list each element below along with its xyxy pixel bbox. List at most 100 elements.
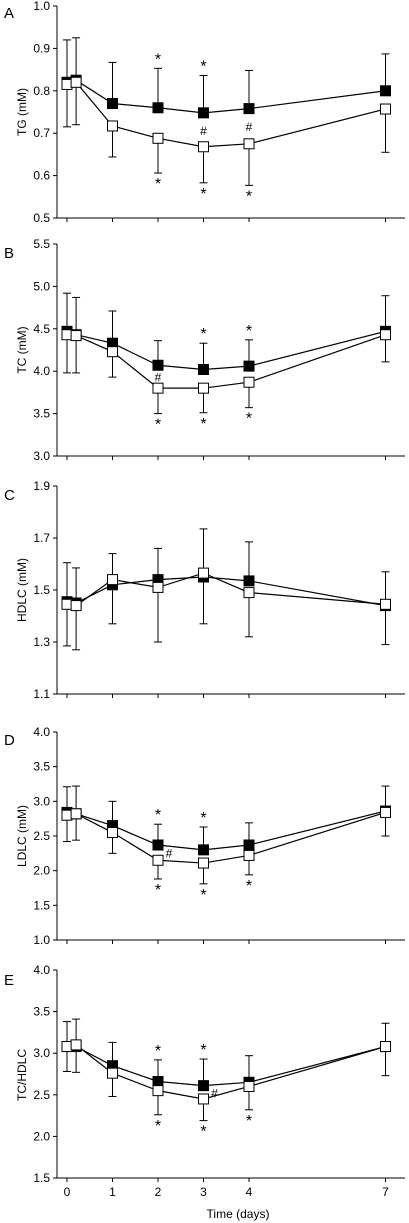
data-point-open [61, 78, 73, 90]
significance-asterisk: * [246, 878, 252, 895]
data-point-open [152, 382, 164, 394]
data-point-open [243, 1080, 255, 1092]
x-tick-label: 1 [109, 1185, 116, 1199]
data-point-open [152, 1085, 164, 1097]
data-point-filled [152, 102, 164, 114]
data-point-open [107, 346, 118, 358]
data-point-filled [107, 98, 118, 110]
y-tick-label: 0.7 [33, 126, 50, 140]
data-point-open [243, 138, 255, 150]
y-axis-label: LDLC (mM) [15, 805, 29, 867]
data-point-open [380, 598, 391, 610]
data-point-filled [198, 844, 209, 856]
y-axis-label: TC/HDLC [15, 1049, 29, 1101]
significance-asterisk: * [200, 326, 206, 343]
y-tick-label: 1.5 [33, 583, 50, 597]
data-point-filled [152, 359, 164, 371]
y-tick-label: 0.9 [33, 41, 50, 55]
data-point-open [152, 854, 164, 866]
data-point-open [198, 857, 209, 869]
data-point-filled [198, 364, 209, 376]
data-point-open [70, 600, 82, 612]
data-point-open [70, 808, 82, 820]
data-point-open [198, 382, 209, 394]
data-point-filled [243, 103, 255, 115]
y-tick-label: 1.3 [33, 635, 50, 649]
data-point-open [152, 132, 164, 144]
y-tick-label: 5.5 [33, 237, 50, 251]
data-point-open [243, 376, 255, 388]
significance-asterisk: * [246, 323, 252, 340]
significance-asterisk: * [200, 1124, 206, 1141]
data-point-open [70, 1039, 82, 1051]
y-tick-label: 1.9 [33, 479, 50, 493]
y-tick-label: 2.0 [33, 864, 50, 878]
data-point-open [107, 120, 118, 132]
x-axis-label: Time (days) [207, 1207, 270, 1221]
panel-letter: B [4, 245, 14, 262]
panel-e: E TC/HDLC 1.5 2.0 2.5 3.0 3.5 4.0 0 1 2 3 4 7 * * # * * * [4, 963, 405, 1199]
y-tick-label: 0.5 [33, 211, 50, 225]
y-tick-label: 5.0 [33, 279, 50, 293]
data-point-open [152, 581, 164, 593]
y-tick-label: 1.7 [33, 531, 50, 545]
significance-asterisk: * [246, 411, 252, 428]
data-point-filled [152, 839, 164, 851]
data-point-open [380, 806, 391, 818]
data-point-open [243, 587, 255, 599]
significance-asterisk: * [155, 51, 161, 68]
significance-asterisk: * [200, 887, 206, 904]
data-point-filled [152, 1075, 164, 1087]
data-point-open [61, 809, 73, 821]
data-point-filled [198, 107, 209, 119]
data-point-open [107, 827, 118, 839]
significance-asterisk: * [200, 59, 206, 76]
significance-asterisk: * [155, 1043, 161, 1060]
significance-asterisk: * [155, 417, 161, 434]
y-tick-label: 4.0 [33, 963, 50, 977]
significance-asterisk: * [155, 176, 161, 193]
data-point-open [380, 103, 391, 115]
y-tick-label: 3.5 [33, 760, 50, 774]
y-axis-label: TC (mM) [15, 326, 29, 373]
data-point-filled [243, 575, 255, 587]
data-point-open [70, 76, 82, 88]
y-axis-label: TG (mM) [15, 88, 29, 136]
x-tick-label: 0 [64, 1185, 71, 1199]
y-tick-label: 2.0 [33, 1129, 50, 1143]
significance-asterisk: * [200, 416, 206, 433]
significance-asterisk: * [246, 188, 252, 205]
panel-c: C HDLC (mM) 1.1 1.3 1.5 1.7 1.9 [4, 479, 405, 701]
y-tick-label: 2.5 [33, 1088, 50, 1102]
panel-letter: A [4, 5, 14, 22]
significance-asterisk: * [155, 882, 161, 899]
x-tick-label: 4 [246, 1185, 253, 1199]
x-tick-label: 7 [382, 1185, 389, 1199]
y-tick-label: 0.8 [33, 84, 50, 98]
data-point-open [380, 1041, 391, 1053]
x-tick-label: 3 [200, 1185, 207, 1199]
significance-asterisk: * [200, 1042, 206, 1059]
data-point-filled [243, 839, 255, 851]
y-tick-label: 4.5 [33, 322, 50, 336]
y-tick-label: 1.5 [33, 898, 50, 912]
data-point-open [243, 849, 255, 861]
y-tick-label: 4.0 [33, 364, 50, 378]
y-tick-label: 3.0 [33, 794, 50, 808]
data-point-open [198, 567, 209, 579]
significance-hash: # [246, 120, 253, 134]
panel-letter: D [4, 732, 15, 749]
y-tick-label: 3.5 [33, 1005, 50, 1019]
data-point-open [198, 141, 209, 153]
y-tick-label: 4.0 [33, 725, 50, 739]
significance-asterisk: * [155, 807, 161, 824]
panel-a: A TG (mM) 0.5 0.6 0.7 0.8 0.9 1.0 * * # # * * * [4, 0, 405, 225]
significance-hash: # [155, 371, 162, 385]
panel-b: B TC (mM) 3.0 3.5 4.0 4.5 5.0 5.5 * * # * * * [4, 237, 405, 463]
data-point-filled [243, 360, 255, 372]
y-tick-label: 1.1 [33, 687, 50, 701]
data-point-open [107, 574, 118, 586]
series-line-open [66, 81, 386, 148]
y-tick-label: 1.0 [33, 933, 50, 947]
